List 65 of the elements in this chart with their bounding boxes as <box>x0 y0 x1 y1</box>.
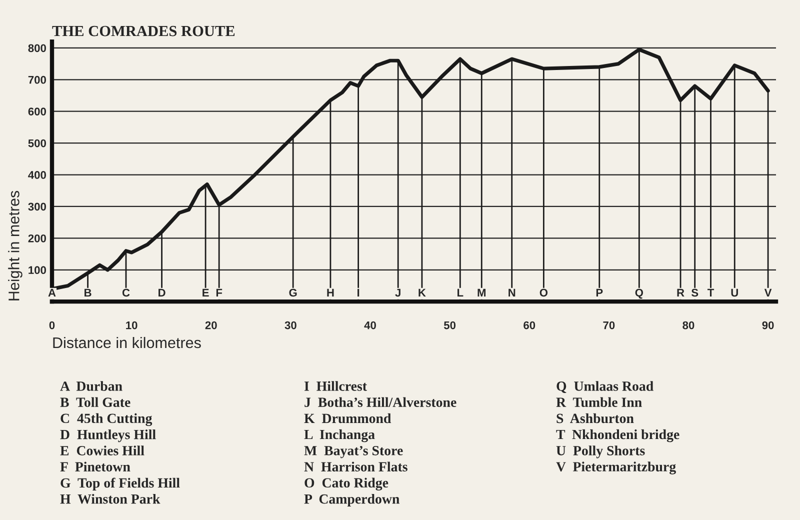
annotation: G <box>289 288 297 297</box>
x-tick-label: 0 <box>49 321 55 330</box>
annotation: F <box>216 288 222 297</box>
text: B Toll Gate <box>60 397 130 407</box>
text: H Winston Park <box>60 494 160 504</box>
x-tick-label: 30 <box>284 321 296 330</box>
annotation: N <box>508 288 516 297</box>
annotation: A <box>48 288 56 297</box>
x-tick-label: 40 <box>364 321 376 330</box>
text: C 45th Cutting <box>60 413 152 426</box>
x-axis-title: Distance in kilometres <box>53 336 201 348</box>
y-tick-label: 700 <box>28 76 46 84</box>
text: R Tumble Inn <box>556 397 642 408</box>
chart-title: THE COMRADES ROUTE <box>52 26 235 36</box>
y-tick-label: 200 <box>28 234 46 242</box>
annotation: M <box>478 288 486 297</box>
text: O Cato Ridge <box>304 478 388 490</box>
annotation: U <box>731 288 738 297</box>
y-tick-label: 800 <box>28 44 46 52</box>
text: Q Umlaas Road <box>556 381 654 393</box>
annotation: J <box>395 288 400 297</box>
x-tick-label: 20 <box>205 321 217 330</box>
text: G Top of Fields Hill <box>60 478 180 490</box>
annotation: P <box>596 288 603 297</box>
annotation: T <box>707 288 714 297</box>
y-tick-label: 100 <box>28 266 46 274</box>
annotation: Q <box>635 288 644 299</box>
annotation: O <box>540 288 548 297</box>
text: J Botha’s Hill/Alverstone <box>304 397 456 407</box>
y-tick-label: 300 <box>28 202 46 211</box>
annotation: R <box>677 288 684 297</box>
text: K Drummond <box>304 413 392 424</box>
text: F Pinetown <box>60 462 130 472</box>
text: A Durban <box>60 381 122 391</box>
text: E Cowies Hill <box>60 446 144 456</box>
text: T Nkhondeni bridge <box>556 429 680 442</box>
annotation: S <box>691 288 698 297</box>
annotation: H <box>327 288 334 297</box>
annotation: B <box>84 288 92 297</box>
text: U Polly Shorts <box>556 446 645 458</box>
text: L Inchanga <box>304 429 375 442</box>
text: P Camperdown <box>304 494 400 507</box>
y-axis-title: Height in metres <box>8 190 22 300</box>
annotation: D <box>158 288 166 297</box>
x-tick-label: 70 <box>603 321 615 330</box>
text: D Huntleys Hill <box>60 429 156 442</box>
x-tick-label: 60 <box>524 321 536 330</box>
text: I Hillcrest <box>304 381 367 391</box>
y-tick-label: 400 <box>28 171 46 179</box>
annotation: I <box>358 288 360 297</box>
y-tick-label: 500 <box>28 139 46 148</box>
x-tick-label: 80 <box>682 321 694 330</box>
x-tick-label: 10 <box>126 321 138 330</box>
annotation: K <box>418 288 426 297</box>
text: N Harrison Flats <box>304 462 408 472</box>
annotation: V <box>764 288 772 297</box>
y-tick-label: 600 <box>28 108 46 116</box>
annotation: L <box>457 288 464 297</box>
annotation: E <box>202 288 209 297</box>
x-tick-label: 90 <box>762 321 774 330</box>
text: V Pietermaritzburg <box>556 462 676 474</box>
x-tick-label: 50 <box>444 321 456 330</box>
text: S Ashburton <box>556 413 634 424</box>
annotation: C <box>122 288 130 297</box>
text: M Bayat’s Store <box>304 446 403 458</box>
